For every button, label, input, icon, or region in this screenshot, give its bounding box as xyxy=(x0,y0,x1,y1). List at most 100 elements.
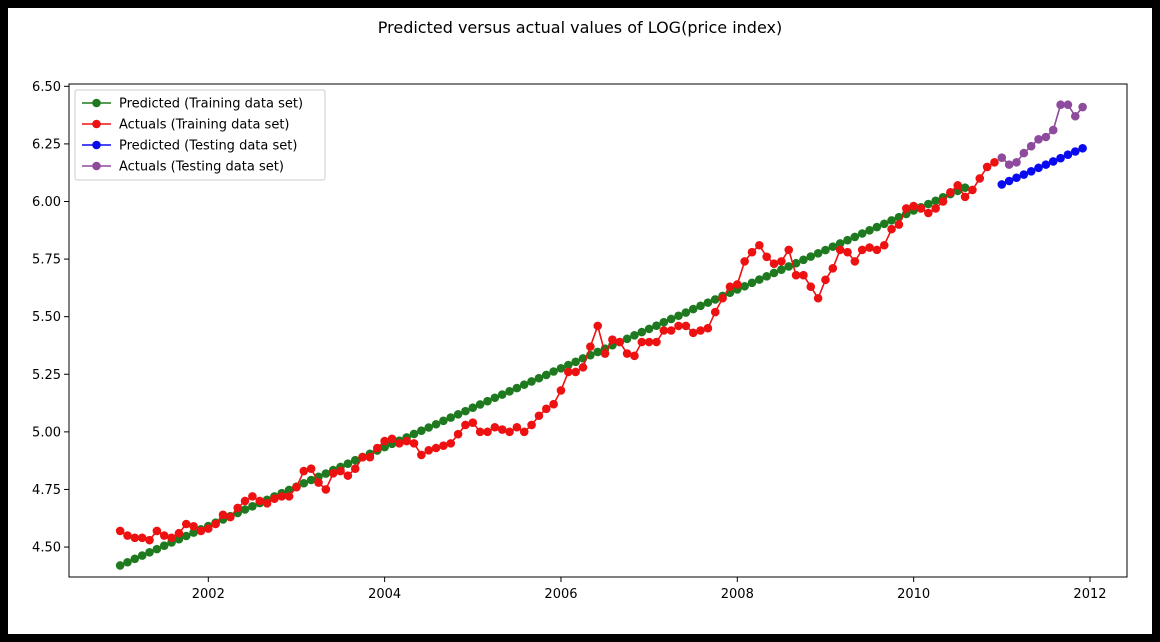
data-point xyxy=(1026,141,1036,151)
data-point xyxy=(1048,157,1058,166)
data-point xyxy=(960,183,970,192)
data-point xyxy=(769,268,779,278)
data-point xyxy=(395,439,404,448)
data-point xyxy=(1070,147,1080,156)
data-point xyxy=(644,324,654,334)
y-tick-label: 6.25 xyxy=(32,137,61,152)
data-point xyxy=(894,220,904,229)
data-point xyxy=(740,257,749,266)
data-point xyxy=(240,505,250,514)
data-point xyxy=(270,494,279,503)
series-line xyxy=(119,161,995,542)
y-tick-label: 5.50 xyxy=(32,310,61,325)
data-point xyxy=(733,280,742,289)
data-point xyxy=(688,328,698,338)
data-point xyxy=(652,321,661,330)
data-point xyxy=(1034,163,1043,173)
data-point xyxy=(571,357,580,367)
data-point xyxy=(637,337,647,347)
data-point xyxy=(475,427,485,437)
data-point xyxy=(762,252,771,262)
data-point xyxy=(1004,176,1014,186)
data-point xyxy=(181,531,191,541)
data-point xyxy=(681,308,691,317)
legend-marker xyxy=(92,98,101,108)
data-point xyxy=(292,482,301,492)
data-point xyxy=(740,281,749,291)
data-point xyxy=(931,204,940,213)
data-point xyxy=(233,503,242,513)
legend: Predicted (Training data set) Actuals (Tr… xyxy=(74,89,326,181)
data-point xyxy=(255,496,265,506)
y-tick-label: 4.75 xyxy=(32,483,61,498)
data-point xyxy=(630,351,639,361)
data-point xyxy=(696,301,705,311)
data-point xyxy=(696,326,705,335)
data-point xyxy=(1034,134,1043,144)
data-point xyxy=(865,243,874,252)
data-point xyxy=(490,422,500,432)
data-point xyxy=(277,492,287,501)
data-point xyxy=(174,534,184,544)
data-point xyxy=(534,373,544,383)
data-point xyxy=(1004,160,1014,169)
data-point xyxy=(549,399,558,409)
data-point xyxy=(409,429,419,439)
x-tick-label: 2004 xyxy=(368,587,401,602)
data-point xyxy=(299,466,309,476)
data-point xyxy=(879,240,889,250)
data-point xyxy=(446,413,456,422)
data-point xyxy=(755,240,764,250)
data-point xyxy=(380,442,389,452)
data-point xyxy=(328,469,338,478)
data-point xyxy=(593,347,603,357)
data-point xyxy=(571,367,580,377)
data-point xyxy=(152,526,162,536)
data-point xyxy=(835,239,845,248)
data-point xyxy=(762,272,771,281)
data-point xyxy=(453,429,463,439)
data-point xyxy=(652,337,661,347)
data-point xyxy=(123,557,132,567)
data-point xyxy=(1041,160,1051,169)
data-point xyxy=(541,370,551,380)
data-point xyxy=(1056,100,1065,110)
data-point xyxy=(1019,170,1029,179)
data-point xyxy=(755,275,764,284)
x-tick-label: 2002 xyxy=(192,587,225,602)
x-tick-label: 2008 xyxy=(721,587,754,602)
data-point xyxy=(1048,125,1058,135)
data-point xyxy=(387,434,397,444)
legend-label: Predicted (Testing data set) xyxy=(119,139,297,154)
data-point xyxy=(674,321,683,331)
series-2 xyxy=(115,158,999,545)
data-point xyxy=(791,270,801,280)
data-point xyxy=(541,404,551,414)
data-point xyxy=(167,533,176,543)
data-point xyxy=(821,275,830,285)
data-point xyxy=(703,323,713,333)
data-point xyxy=(821,245,830,255)
data-point xyxy=(857,245,867,255)
data-point xyxy=(424,445,434,455)
data-point xyxy=(512,383,522,393)
data-point xyxy=(1078,102,1087,112)
data-point xyxy=(887,216,896,225)
data-point xyxy=(1041,132,1051,142)
data-point xyxy=(718,293,727,303)
data-point xyxy=(924,208,933,218)
data-point xyxy=(556,386,566,395)
data-point xyxy=(828,264,838,273)
data-point xyxy=(248,492,257,501)
data-point xyxy=(747,278,757,288)
data-point xyxy=(1070,111,1080,121)
data-point xyxy=(909,201,918,211)
data-point xyxy=(431,443,441,453)
data-point xyxy=(799,270,808,280)
data-point xyxy=(777,265,786,274)
data-point xyxy=(850,232,860,242)
data-point xyxy=(240,496,250,506)
legend-item: Predicted (Training data set) xyxy=(82,97,303,112)
data-point xyxy=(468,418,478,427)
